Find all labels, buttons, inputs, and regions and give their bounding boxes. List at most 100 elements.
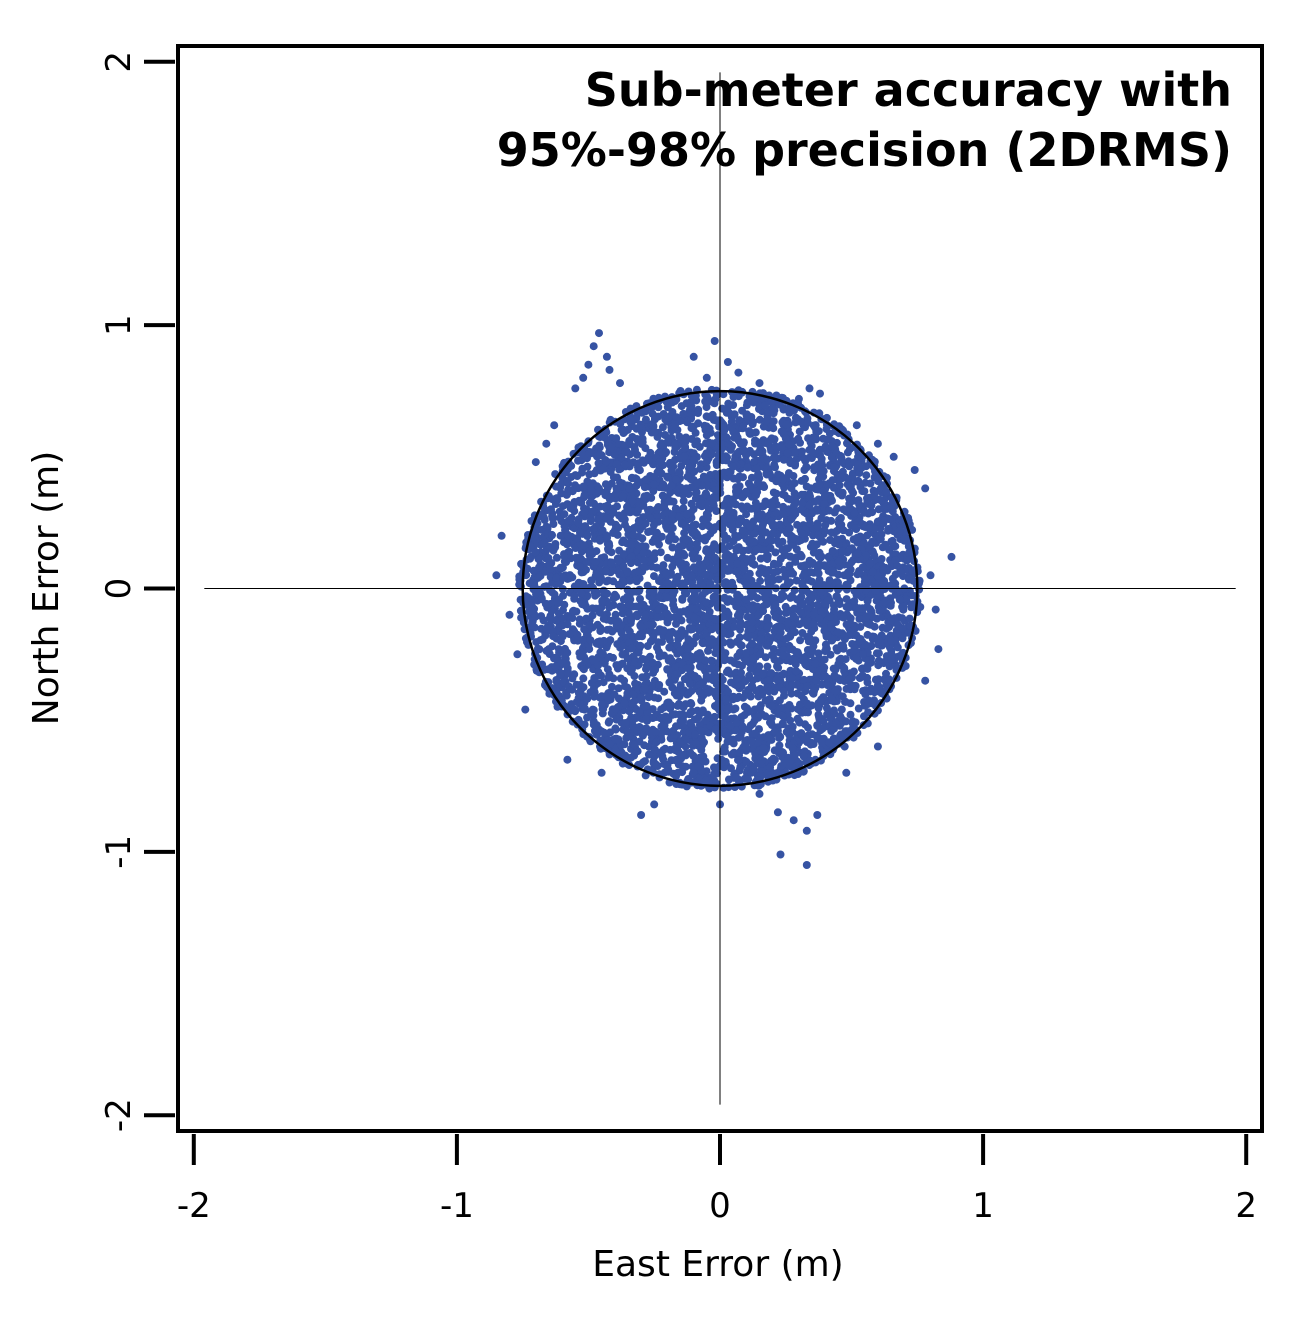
data-point <box>625 484 634 493</box>
data-point <box>688 625 697 634</box>
data-point <box>755 415 764 424</box>
data-point <box>586 517 595 526</box>
data-point <box>815 480 824 489</box>
data-point <box>634 567 643 576</box>
data-point <box>864 620 873 629</box>
data-point <box>877 496 886 505</box>
data-point <box>775 632 784 641</box>
data-point <box>617 514 626 523</box>
data-point <box>697 499 706 508</box>
data-point <box>742 757 751 766</box>
data-point <box>683 510 692 519</box>
data-point <box>612 434 621 443</box>
data-point <box>581 704 589 713</box>
data-point <box>694 554 703 563</box>
data-point <box>590 688 599 697</box>
data-point <box>747 737 756 746</box>
data-point <box>868 568 877 576</box>
data-point <box>821 647 830 656</box>
data-point <box>594 661 603 670</box>
data-point <box>536 636 545 645</box>
data-point <box>533 644 542 653</box>
data-point <box>658 483 666 492</box>
data-point <box>635 466 644 475</box>
data-point <box>725 566 734 575</box>
data-point <box>801 659 810 668</box>
data-point <box>882 487 891 496</box>
data-point <box>580 625 589 634</box>
data-point <box>825 576 834 585</box>
data-point <box>821 623 830 632</box>
data-point <box>620 682 629 691</box>
data-point <box>579 665 588 674</box>
data-point <box>722 549 731 558</box>
data-point <box>630 672 639 680</box>
data-point <box>853 549 862 558</box>
data-point <box>811 432 820 441</box>
data-point <box>588 583 597 592</box>
data-point <box>779 475 787 484</box>
data-point <box>857 463 866 472</box>
data-point <box>592 547 601 556</box>
data-point <box>746 481 755 490</box>
data-point <box>574 519 583 528</box>
data-point <box>796 636 805 645</box>
data-point <box>640 483 649 492</box>
data-point <box>599 614 608 623</box>
data-point <box>547 530 556 539</box>
data-point <box>700 738 708 747</box>
data-point <box>630 740 639 749</box>
data-point <box>574 689 583 697</box>
data-point <box>648 658 657 667</box>
data-point <box>585 498 594 507</box>
data-point <box>863 597 872 605</box>
data-point <box>611 724 620 733</box>
data-point <box>748 618 757 627</box>
data-point <box>544 600 552 609</box>
data-point <box>726 721 735 730</box>
data-point <box>618 659 627 668</box>
data-point <box>602 428 611 437</box>
data-point <box>863 664 872 673</box>
data-point <box>525 579 534 588</box>
data-point <box>754 448 763 457</box>
data-point <box>864 708 873 717</box>
data-point <box>672 691 681 700</box>
data-point <box>791 557 800 566</box>
data-point <box>832 644 841 653</box>
data-point <box>825 506 834 515</box>
data-point <box>766 517 775 526</box>
data-point <box>834 570 843 579</box>
data-point <box>852 654 861 663</box>
data-point <box>671 578 680 587</box>
data-point <box>837 452 845 461</box>
data-point <box>595 535 604 544</box>
data-point <box>786 569 795 578</box>
data-point <box>625 707 634 716</box>
data-point <box>647 621 656 630</box>
data-point <box>851 718 860 727</box>
data-point <box>748 719 757 728</box>
data-point <box>858 671 867 680</box>
data-point <box>540 582 549 591</box>
data-point <box>701 490 710 499</box>
data-point <box>854 704 863 713</box>
data-point <box>695 662 704 671</box>
data-point <box>665 643 674 652</box>
data-point <box>807 594 816 603</box>
data-point <box>612 592 621 601</box>
data-point <box>697 708 706 717</box>
data-point <box>813 601 822 609</box>
data-point <box>683 472 692 481</box>
data-point <box>795 717 804 726</box>
data-point <box>563 477 572 486</box>
data-point <box>901 662 910 670</box>
data-point <box>712 507 721 515</box>
data-point <box>690 596 699 605</box>
data-point <box>731 455 739 464</box>
data-point <box>829 463 838 472</box>
data-point <box>669 590 677 599</box>
data-point <box>534 555 543 564</box>
data-point <box>828 695 837 704</box>
